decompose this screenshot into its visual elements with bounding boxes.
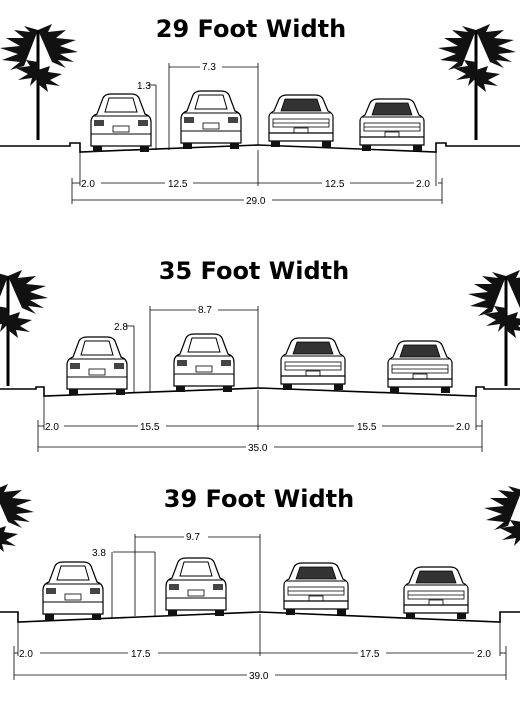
clearance-top-label: 7.3 <box>202 62 216 73</box>
left-tree-icon <box>0 482 36 602</box>
road-profile <box>0 142 520 153</box>
width-dimension-lines <box>71 150 443 204</box>
road-profile <box>0 386 520 397</box>
panel-title: 29 Foot Width <box>156 15 346 43</box>
shoulder-right-label: 2.0 <box>416 179 430 190</box>
car-front-view <box>268 94 334 148</box>
lane-left-label: 17.5 <box>131 649 151 660</box>
panel-title: 39 Foot Width <box>164 485 354 513</box>
panel-39-foot: 39 Foot Width 3.8 9.7 <box>0 482 520 682</box>
car-front-view <box>280 337 346 391</box>
total-width-label: 39.0 <box>249 671 269 682</box>
shoulder-left-label: 2.0 <box>19 649 33 660</box>
lane-right-label: 15.5 <box>357 422 377 433</box>
car-front-view <box>359 98 425 152</box>
clearance-left-label: 1.3 <box>137 81 151 92</box>
clearance-left-label: 3.8 <box>92 548 106 559</box>
total-width-label: 35.0 <box>248 443 268 454</box>
shoulder-right-label: 2.0 <box>456 422 470 433</box>
clearance-dimensions <box>148 63 259 150</box>
shoulder-left-label: 2.0 <box>81 179 95 190</box>
car-front-view <box>387 340 453 394</box>
clearance-left-label: 2.8 <box>114 322 128 333</box>
clearance-dimensions <box>126 306 259 393</box>
lane-right-label: 12.5 <box>325 179 345 190</box>
shoulder-right-label: 2.0 <box>477 649 491 660</box>
lane-right-label: 17.5 <box>360 649 380 660</box>
car-front-view <box>403 566 469 620</box>
left-tree-icon <box>0 268 50 388</box>
width-dimension-lines <box>37 390 483 452</box>
clearance-dimensions <box>111 534 261 618</box>
car-rear-view <box>165 557 227 617</box>
clearance-top-label: 9.7 <box>186 532 200 543</box>
lane-left-label: 15.5 <box>140 422 160 433</box>
lane-left-label: 12.5 <box>168 179 188 190</box>
panel-29-foot: 29 Foot Width 1.3 7.3 <box>0 15 520 207</box>
left-tree-icon <box>0 22 80 142</box>
car-rear-view <box>173 333 235 393</box>
right-tree-icon <box>436 22 518 142</box>
total-width-label: 29.0 <box>246 196 266 207</box>
panel-title: 35 Foot Width <box>159 257 349 285</box>
car-front-view <box>283 562 349 616</box>
car-rear-view <box>180 90 242 150</box>
right-tree-icon <box>466 268 520 388</box>
shoulder-left-label: 2.0 <box>45 422 59 433</box>
width-dimension-lines <box>13 614 507 680</box>
car-rear-view <box>42 561 104 621</box>
panel-35-foot: 35 Foot Width 2.8 8.7 <box>0 257 520 454</box>
right-tree-icon <box>482 482 520 602</box>
clearance-top-label: 8.7 <box>198 305 212 316</box>
car-rear-view <box>66 336 128 396</box>
car-rear-view <box>90 93 152 153</box>
